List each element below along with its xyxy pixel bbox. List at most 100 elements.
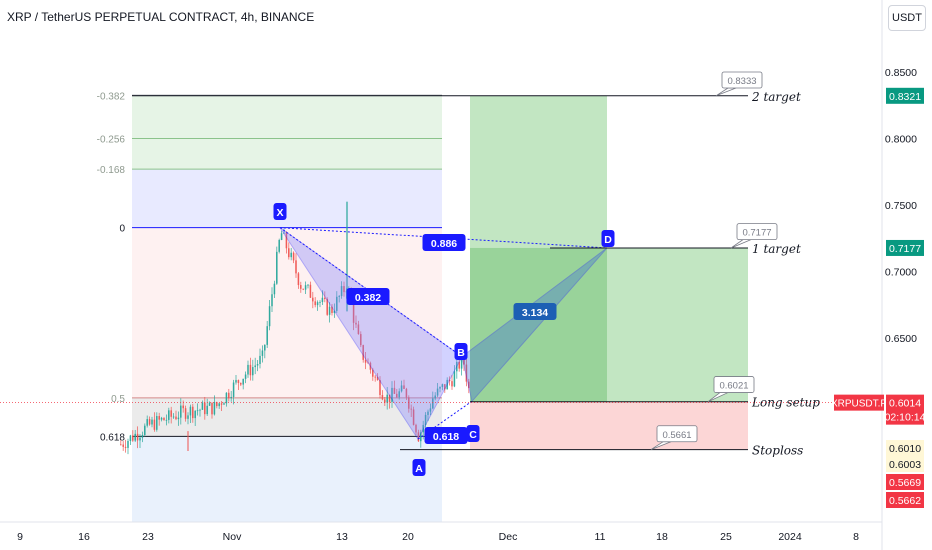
- candle-body: [276, 251, 278, 284]
- candle-body: [369, 362, 372, 370]
- candle-body: [223, 403, 225, 405]
- time-tick-label: Nov: [223, 531, 242, 543]
- price-badge: [886, 474, 924, 490]
- pattern-point-label: D: [604, 234, 612, 246]
- candle-body: [180, 405, 182, 418]
- candle-body: [165, 419, 168, 421]
- trade-level-label: Long setup: [751, 396, 820, 410]
- ratio-label: 0.382: [355, 292, 381, 304]
- candle-body: [189, 406, 192, 416]
- candle-body: [444, 384, 446, 390]
- price-badge-text: 0.7177: [889, 243, 921, 255]
- candle-body: [134, 433, 136, 441]
- candle-body: [122, 444, 124, 447]
- last-price-text: 0.6014: [889, 398, 921, 410]
- candle-body: [182, 405, 184, 409]
- fib-level-label: 0.5: [111, 394, 125, 405]
- candle-body: [391, 387, 393, 402]
- candle-body: [206, 405, 208, 415]
- candle-body: [290, 252, 292, 258]
- candle-body: [400, 385, 403, 392]
- candle-body: [415, 424, 417, 433]
- price-badge: [886, 87, 924, 104]
- ratio-label: 0.618: [433, 431, 459, 443]
- callout-pointer: [715, 87, 737, 97]
- candle-body: [432, 398, 434, 409]
- candle-body: [297, 273, 300, 286]
- candle-body: [288, 248, 290, 258]
- callout-pointer: [730, 239, 752, 249]
- candle-body: [225, 392, 228, 404]
- callout-box: [721, 71, 763, 89]
- candle-body: [456, 361, 458, 372]
- candle-body: [249, 364, 252, 376]
- candle-body: [465, 364, 468, 382]
- xb-ratio-line: [279, 227, 463, 358]
- stoploss-box: [470, 401, 748, 450]
- symbol-badge-text: XRPUSDT.P: [831, 399, 887, 410]
- candle-body: [160, 417, 163, 420]
- fib-level-label: 0: [119, 224, 125, 235]
- candle-body: [312, 297, 314, 302]
- candle-body: [127, 441, 129, 448]
- pattern-point-badge: [466, 425, 480, 442]
- candle-body: [304, 285, 307, 290]
- candle-body: [240, 382, 242, 385]
- candle-body: [343, 286, 345, 293]
- candle-body: [201, 402, 204, 410]
- price-badge: [886, 456, 924, 472]
- candle-body: [360, 334, 362, 346]
- target-1-box: [470, 247, 748, 402]
- pattern-point-badge: [601, 230, 615, 247]
- candle-body: [338, 296, 340, 297]
- candle-body: [278, 240, 280, 252]
- candle-body: [398, 391, 400, 398]
- candle-body: [187, 415, 189, 419]
- candle-body: [163, 417, 165, 421]
- ratio-badge: [346, 288, 390, 305]
- time-tick-label: Dec: [499, 531, 518, 543]
- fib-zone-lightblue: [132, 436, 442, 522]
- ratio-label: 3.134: [522, 307, 548, 319]
- target-overlap-box: [470, 247, 607, 402]
- candle-body: [357, 324, 360, 335]
- candle-body: [333, 310, 336, 313]
- candle-body: [386, 394, 388, 403]
- target-2-box: [470, 95, 607, 248]
- candle-body: [158, 416, 160, 420]
- time-tick-label: 2024: [778, 531, 802, 543]
- candle-body: [362, 345, 364, 360]
- trade-level-label: 1 target: [752, 242, 801, 256]
- candle-body: [376, 377, 379, 381]
- candle-body: [324, 297, 326, 299]
- countdown-text: 02:10:14: [885, 412, 926, 424]
- price-badge-text: 0.8321: [889, 91, 921, 103]
- fib-level-label: -0.256: [97, 135, 126, 146]
- fib-zone-grey: [132, 397, 442, 437]
- candle-body: [422, 424, 424, 433]
- ratio-badge: [424, 427, 468, 444]
- candle-body: [448, 379, 451, 382]
- candle-body: [412, 409, 415, 425]
- ac-ratio-line: [417, 400, 473, 440]
- time-tick-label: 25: [720, 531, 732, 543]
- time-tick-label: 8: [853, 531, 859, 543]
- candle-body: [184, 408, 187, 419]
- candle-body: [355, 322, 357, 325]
- candle-body: [259, 355, 261, 365]
- candle-body: [451, 381, 453, 387]
- candle-body: [453, 371, 456, 387]
- pattern-point-badge: [412, 459, 426, 476]
- candle-body: [192, 406, 194, 419]
- candle-body: [218, 403, 220, 407]
- candle-body: [256, 364, 259, 366]
- price-tick-label: 0.7500: [885, 200, 917, 212]
- candle-body: [441, 384, 444, 388]
- price-badge: [886, 492, 924, 508]
- candle-body: [379, 380, 381, 396]
- candle-body: [393, 387, 396, 394]
- currency-button[interactable]: USDT: [888, 5, 926, 31]
- price-badge: [886, 239, 924, 256]
- price-badge: [886, 440, 924, 456]
